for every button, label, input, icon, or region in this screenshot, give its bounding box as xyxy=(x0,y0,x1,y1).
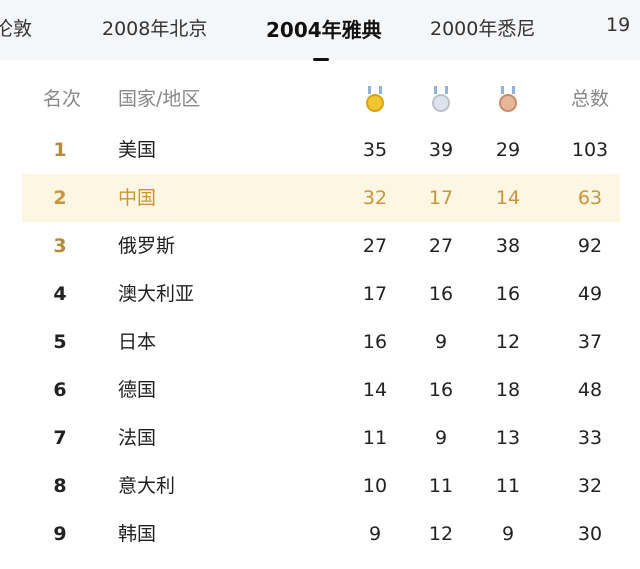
total-count: 48 xyxy=(577,379,603,401)
header-rank: 名次 xyxy=(42,88,81,110)
gold-count: 32 xyxy=(362,187,388,209)
gold-count: 10 xyxy=(362,475,388,497)
table-row[interactable]: 9 韩国 9 12 9 30 xyxy=(22,510,620,558)
gold-count: 17 xyxy=(362,283,388,305)
bronze-count: 12 xyxy=(495,331,521,353)
total-count: 63 xyxy=(577,187,603,209)
country: 澳大利亚 xyxy=(118,283,195,305)
tab-1996[interactable]: 19 xyxy=(606,14,631,36)
gold-count: 14 xyxy=(362,379,388,401)
total-count: 32 xyxy=(577,475,603,497)
silver-count: 11 xyxy=(428,475,454,497)
country: 中国 xyxy=(118,187,157,209)
medal-table: 名次 国家/地区 总数 1 美国 35 39 29 103 2 中国 32 17… xyxy=(22,72,620,558)
table-header: 名次 国家/地区 总数 xyxy=(22,72,620,126)
rank: 5 xyxy=(53,331,67,353)
silver-medal-icon xyxy=(431,85,451,114)
gold-count: 27 xyxy=(362,235,388,257)
gold-count: 9 xyxy=(368,523,382,545)
table-row-highlighted[interactable]: 2 中国 32 17 14 63 xyxy=(22,174,620,222)
gold-medal-icon xyxy=(365,85,385,114)
rank: 3 xyxy=(53,235,67,257)
country: 德国 xyxy=(118,379,157,401)
country: 美国 xyxy=(118,139,157,161)
header-total: 总数 xyxy=(570,88,609,110)
olympics-tab-bar: 沦敦 2008年北京 2004年雅典 2000年悉尼 19 xyxy=(0,0,640,61)
silver-count: 16 xyxy=(428,283,454,305)
tab-london[interactable]: 沦敦 xyxy=(0,18,33,40)
bronze-count: 11 xyxy=(495,475,521,497)
total-count: 30 xyxy=(577,523,603,545)
rank: 7 xyxy=(53,427,67,449)
gold-count: 35 xyxy=(362,139,388,161)
total-count: 37 xyxy=(577,331,603,353)
tab-2000-sydney[interactable]: 2000年悉尼 xyxy=(430,18,536,40)
rank: 1 xyxy=(53,139,67,161)
table-row[interactable]: 8 意大利 10 11 11 32 xyxy=(22,462,620,510)
active-tab-indicator xyxy=(313,58,329,61)
country: 日本 xyxy=(118,331,157,353)
rank: 9 xyxy=(53,523,67,545)
country: 法国 xyxy=(118,427,157,449)
bronze-count: 38 xyxy=(495,235,521,257)
bronze-count: 9 xyxy=(501,523,515,545)
bronze-count: 13 xyxy=(495,427,521,449)
table-row[interactable]: 7 法国 11 9 13 33 xyxy=(22,414,620,462)
country: 韩国 xyxy=(118,523,157,545)
rank: 6 xyxy=(53,379,67,401)
rank: 4 xyxy=(53,283,67,305)
table-row[interactable]: 1 美国 35 39 29 103 xyxy=(22,126,620,174)
silver-count: 16 xyxy=(428,379,454,401)
silver-count: 9 xyxy=(434,427,448,449)
country: 俄罗斯 xyxy=(118,235,176,257)
table-row[interactable]: 5 日本 16 9 12 37 xyxy=(22,318,620,366)
silver-count: 9 xyxy=(434,331,448,353)
table-row[interactable]: 4 澳大利亚 17 16 16 49 xyxy=(22,270,620,318)
rank: 2 xyxy=(53,187,67,209)
total-count: 49 xyxy=(577,283,603,305)
table-row[interactable]: 6 德国 14 16 18 48 xyxy=(22,366,620,414)
header-gold xyxy=(350,72,400,126)
header-silver xyxy=(416,72,466,126)
bronze-medal-icon xyxy=(498,85,518,114)
header-bronze xyxy=(483,72,533,126)
silver-count: 27 xyxy=(428,235,454,257)
silver-count: 17 xyxy=(428,187,454,209)
header-country: 国家/地区 xyxy=(118,88,201,110)
tab-2004-athens[interactable]: 2004年雅典 xyxy=(266,18,382,42)
silver-count: 39 xyxy=(428,139,454,161)
bronze-count: 14 xyxy=(495,187,521,209)
total-count: 92 xyxy=(577,235,603,257)
country: 意大利 xyxy=(118,475,176,497)
silver-count: 12 xyxy=(428,523,454,545)
rank: 8 xyxy=(53,475,67,497)
table-row[interactable]: 3 俄罗斯 27 27 38 92 xyxy=(22,222,620,270)
bronze-count: 29 xyxy=(495,139,521,161)
bronze-count: 18 xyxy=(495,379,521,401)
bronze-count: 16 xyxy=(495,283,521,305)
tab-2008-beijing[interactable]: 2008年北京 xyxy=(102,18,208,40)
gold-count: 16 xyxy=(362,331,388,353)
total-count: 103 xyxy=(571,139,609,161)
total-count: 33 xyxy=(577,427,603,449)
gold-count: 11 xyxy=(362,427,388,449)
